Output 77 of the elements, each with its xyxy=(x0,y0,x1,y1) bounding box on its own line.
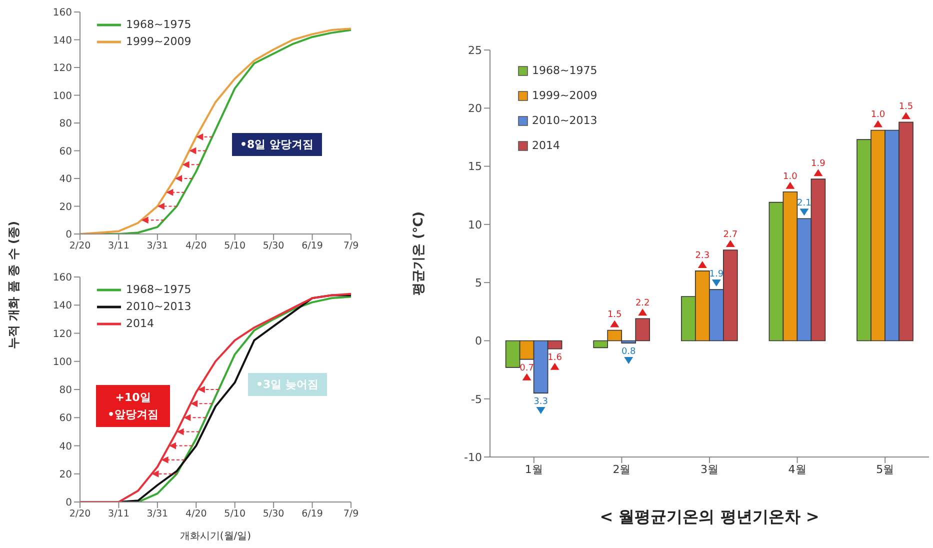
y-tick-label: 0 xyxy=(475,334,482,348)
y-tick-label: 120 xyxy=(52,328,72,340)
x-tick-label: 3/11 xyxy=(108,508,130,520)
y-tick-label: 25 xyxy=(468,44,482,57)
x-tick-label: 4/20 xyxy=(185,508,207,520)
annotation: 1.0 xyxy=(870,110,886,120)
x-axis-title: 개화시기(월/일) xyxy=(178,530,252,543)
legend-label: 1968~1975 xyxy=(126,283,192,296)
y-tick-label: 140 xyxy=(52,300,72,312)
annotation: 2.3 xyxy=(695,250,710,261)
y-tick-label: 80 xyxy=(59,118,72,130)
annotation: 1.6 xyxy=(548,352,562,363)
annotation: 3.3 xyxy=(534,397,548,408)
y-tick-label: 5 xyxy=(475,276,482,290)
x-tick-label: 3월 xyxy=(700,462,718,476)
y-tick-label: 0 xyxy=(66,230,72,241)
annotation: 1.5 xyxy=(607,310,622,320)
legend-label: 2014 xyxy=(126,317,154,330)
x-tick-label: 3/11 xyxy=(108,240,130,252)
y-tick-label: 160 xyxy=(52,8,72,19)
x-tick-label: 6/19 xyxy=(302,240,323,252)
annotation: 0.8 xyxy=(621,347,636,358)
annotation: 1.5 xyxy=(898,102,914,112)
y-tick-label: 60 xyxy=(59,146,72,158)
x-tick-label: 5/10 xyxy=(224,508,246,520)
y-tick-label: 10 xyxy=(468,218,482,232)
x-tick-label: 7/9 xyxy=(343,240,359,252)
annotation: •3일 늦어짐 xyxy=(248,373,327,396)
annotation: 2.2 xyxy=(635,298,650,309)
x-tick-label: 5/30 xyxy=(262,240,284,252)
x-tick-label: 2월 xyxy=(612,462,631,476)
x-tick-label: 4월 xyxy=(788,462,806,476)
y-tick-label: 100 xyxy=(52,356,72,368)
annotation: 1.0 xyxy=(783,172,798,182)
annotation: 0.7 xyxy=(520,363,534,374)
y-tick-label: 40 xyxy=(59,441,72,452)
y-tick-label: 20 xyxy=(59,469,72,480)
y-tick-label: 0 xyxy=(66,498,72,509)
y-tick-label: 60 xyxy=(59,413,72,424)
x-tick-label: 6/19 xyxy=(302,508,323,520)
legend-label: 1968~1975 xyxy=(532,64,598,77)
y-tick-label: 140 xyxy=(52,35,72,46)
legend-label: 1968~1975 xyxy=(126,18,192,31)
x-tick-label: 3/31 xyxy=(146,240,168,252)
x-tick-label: 2/20 xyxy=(69,508,91,520)
y-tick-label: 160 xyxy=(52,272,72,284)
legend-label: 1999~2009 xyxy=(532,89,598,102)
y-tick-label: 40 xyxy=(59,174,72,186)
x-tick-label: 5/10 xyxy=(224,240,246,252)
annotation: +10일 •앞당겨짐 xyxy=(96,385,170,427)
annotation: 2.7 xyxy=(723,230,738,240)
y-tick-label: 20 xyxy=(468,102,482,116)
y-tick-label: 120 xyxy=(52,63,72,74)
y-tick-label: 80 xyxy=(59,385,72,396)
y-tick-label: 20 xyxy=(59,202,72,213)
y-axis-title: 누적 개화 품 종 수 (종) xyxy=(6,221,22,349)
y-tick-label: 100 xyxy=(52,90,72,102)
x-tick-label: 4/20 xyxy=(185,240,207,252)
x-tick-label: 3/31 xyxy=(146,508,168,520)
y-tick-label: -10 xyxy=(464,450,482,464)
y-tick-label: -5 xyxy=(471,392,482,406)
annotation: 1.9 xyxy=(811,159,826,170)
x-tick-label: 1월 xyxy=(524,462,543,476)
x-tick-label: 5월 xyxy=(876,462,894,476)
x-tick-label: 2/20 xyxy=(69,240,91,252)
legend-label: 2014 xyxy=(532,139,560,152)
x-tick-label: 7/9 xyxy=(343,508,359,520)
y-axis-title: 평균기온 (℃) xyxy=(412,211,427,296)
annotation: 1.9 xyxy=(709,270,724,280)
annotation: 2.1 xyxy=(797,198,812,209)
legend-label: 2010~2013 xyxy=(532,114,598,127)
text: < 월평균기온의 평년기온차 > xyxy=(598,507,820,528)
x-tick-label: 5/30 xyxy=(262,508,284,520)
annotation: •8일 앞당겨짐 xyxy=(232,133,322,156)
legend-label: 1999~2009 xyxy=(126,35,192,48)
y-tick-label: 15 xyxy=(468,160,482,174)
legend-label: 2010~2013 xyxy=(126,300,192,313)
